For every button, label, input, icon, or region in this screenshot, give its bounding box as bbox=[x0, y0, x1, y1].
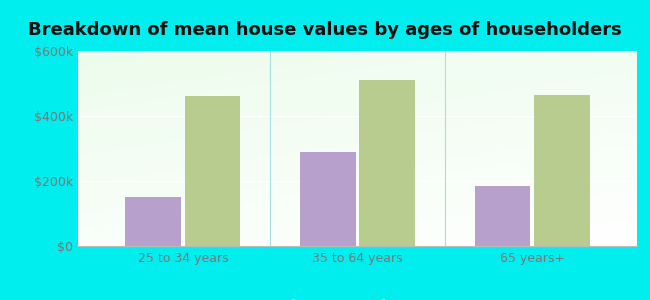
Bar bbox=[300, 152, 356, 246]
Legend: Franklin, Idaho: Franklin, Idaho bbox=[276, 295, 439, 300]
Text: Breakdown of mean house values by ages of householders: Breakdown of mean house values by ages o… bbox=[28, 21, 622, 39]
Bar bbox=[359, 80, 415, 246]
Bar bbox=[534, 95, 590, 246]
Bar bbox=[474, 186, 530, 246]
Bar bbox=[125, 197, 181, 246]
Bar bbox=[185, 97, 240, 246]
